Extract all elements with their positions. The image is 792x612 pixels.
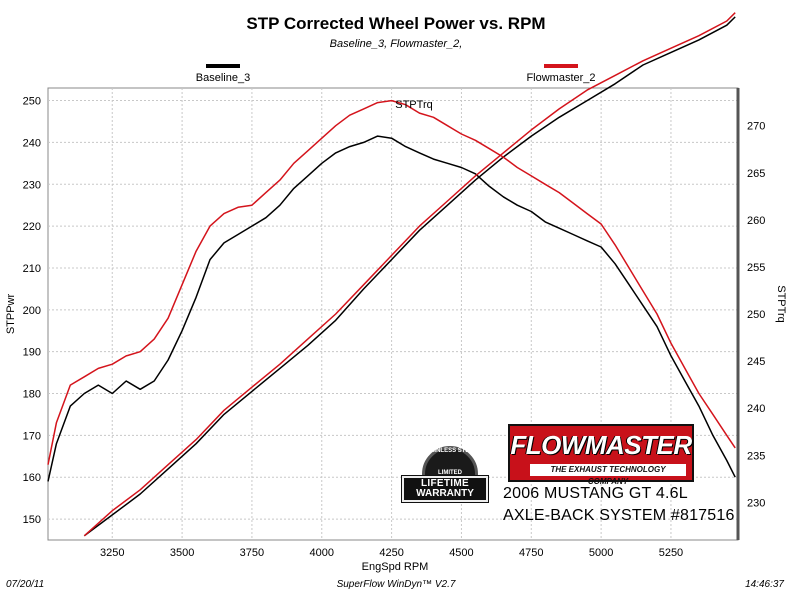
torque-annotation: STPTrq	[395, 99, 433, 111]
legend-baseline-swatch	[206, 64, 240, 68]
x-tick-label: 3250	[100, 547, 124, 559]
y-left-tick-label: 220	[23, 221, 41, 233]
flowmaster-logo: FLOWMASTER THE EXHAUST TECHNOLOGY COMPAN…	[508, 424, 694, 486]
y-right-tick-label: 270	[747, 121, 765, 133]
x-tick-label: 4250	[379, 547, 403, 559]
caption-vehicle: 2006 MUSTANG GT 4.6L	[503, 485, 688, 502]
y-left-tick-label: 250	[23, 96, 41, 108]
badge-line1: LIFETIME	[421, 478, 469, 489]
x-tick-label: 5250	[659, 547, 683, 559]
y-right-tick-label: 260	[747, 215, 765, 227]
footer-software: SuperFlow WinDyn™ V2.7	[336, 579, 456, 590]
x-tick-label: 4750	[519, 547, 543, 559]
y-right-tick-label: 250	[747, 309, 765, 321]
chart-title: STP Corrected Wheel Power vs. RPM	[246, 14, 546, 33]
y-left-tick-label: 160	[23, 472, 41, 484]
footer-time: 14:46:37	[745, 579, 784, 590]
y-left-tick-label: 190	[23, 347, 41, 359]
y-right-tick-label: 230	[747, 497, 765, 509]
y-axis-left-label: STPPwr	[5, 293, 17, 334]
x-tick-label: 5000	[589, 547, 613, 559]
badge-line2: WARRANTY	[416, 488, 474, 499]
y-left-tick-label: 230	[23, 179, 41, 191]
x-tick-label: 4500	[449, 547, 473, 559]
x-tick-label: 3500	[170, 547, 194, 559]
y-right-tick-label: 255	[747, 262, 765, 274]
y-left-tick-label: 170	[23, 430, 41, 442]
axes: 3250 3500 3750 4000 4250 4500 4750 5000 5250 150 1…	[23, 88, 765, 559]
flowmaster-power-line	[83, 12, 736, 537]
y-right-tick-label: 240	[747, 403, 765, 415]
x-tick-label: 3750	[240, 547, 264, 559]
flowmaster-torque-line	[47, 99, 736, 465]
legend-baseline-label: Baseline_3	[195, 72, 251, 84]
lifetime-warranty-badge: STAINLESS STEEL LIMITED LIFETIME WARRANT…	[400, 446, 490, 518]
legend-baseline: Baseline_3	[168, 64, 278, 88]
badge-banner: LIFETIME WARRANTY	[401, 475, 489, 503]
legend-flowmaster: Flowmaster_2	[506, 64, 616, 88]
y-left-tick-label: 150	[23, 514, 41, 526]
y-left-tick-label: 200	[23, 305, 41, 317]
y-right-tick-label: 235	[747, 450, 765, 462]
baseline-power-line	[83, 16, 736, 537]
flowmaster-logo-tagline: THE EXHAUST TECHNOLOGY COMPANY	[530, 464, 686, 486]
legend-flowmaster-label: Flowmaster_2	[526, 72, 596, 84]
baseline-torque-line	[47, 135, 736, 482]
y-axis-right-label: STPTrq	[775, 285, 787, 323]
caption-system: AXLE-BACK SYSTEM #817516	[503, 507, 735, 524]
flowmaster-logo-name: FLOWMASTER	[510, 430, 692, 460]
footer-date: 07/20/11	[6, 579, 45, 590]
y-left-tick-label: 180	[23, 389, 41, 401]
series-lines	[47, 12, 736, 537]
x-axis-label: EngSpd RPM	[362, 561, 429, 573]
chart-subtitle: Baseline_3, Flowmaster_2,	[329, 38, 463, 50]
y-right-tick-label: 245	[747, 356, 765, 368]
legend-flowmaster-swatch	[544, 64, 578, 68]
badge-limited-text: LIMITED	[438, 470, 462, 476]
y-left-tick-label: 210	[23, 263, 41, 275]
badge-ring-text: STAINLESS STEEL	[422, 448, 478, 454]
y-right-tick-label: 265	[747, 168, 765, 180]
x-tick-label: 4000	[310, 547, 334, 559]
y-left-tick-label: 240	[23, 137, 41, 149]
